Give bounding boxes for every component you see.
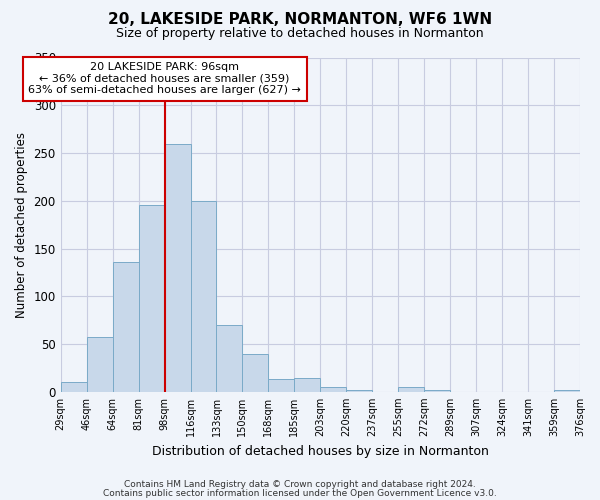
Text: Contains HM Land Registry data © Crown copyright and database right 2024.: Contains HM Land Registry data © Crown c…: [124, 480, 476, 489]
Bar: [217, 325, 242, 392]
Bar: [191, 201, 217, 392]
Bar: [113, 262, 139, 392]
Bar: [268, 380, 295, 392]
Bar: [139, 204, 164, 392]
Bar: [320, 387, 346, 392]
Bar: [346, 390, 372, 392]
Bar: [61, 382, 86, 392]
Text: 20, LAKESIDE PARK, NORMANTON, WF6 1WN: 20, LAKESIDE PARK, NORMANTON, WF6 1WN: [108, 12, 492, 28]
Bar: [86, 338, 113, 392]
Y-axis label: Number of detached properties: Number of detached properties: [15, 132, 28, 318]
Bar: [554, 390, 580, 392]
Text: Contains public sector information licensed under the Open Government Licence v3: Contains public sector information licen…: [103, 489, 497, 498]
Bar: [295, 378, 320, 392]
Bar: [242, 354, 268, 392]
Text: Size of property relative to detached houses in Normanton: Size of property relative to detached ho…: [116, 28, 484, 40]
Bar: [424, 390, 450, 392]
X-axis label: Distribution of detached houses by size in Normanton: Distribution of detached houses by size …: [152, 444, 489, 458]
Text: 20 LAKESIDE PARK: 96sqm
← 36% of detached houses are smaller (359)
63% of semi-d: 20 LAKESIDE PARK: 96sqm ← 36% of detache…: [28, 62, 301, 96]
Bar: [164, 144, 191, 392]
Bar: [398, 387, 424, 392]
